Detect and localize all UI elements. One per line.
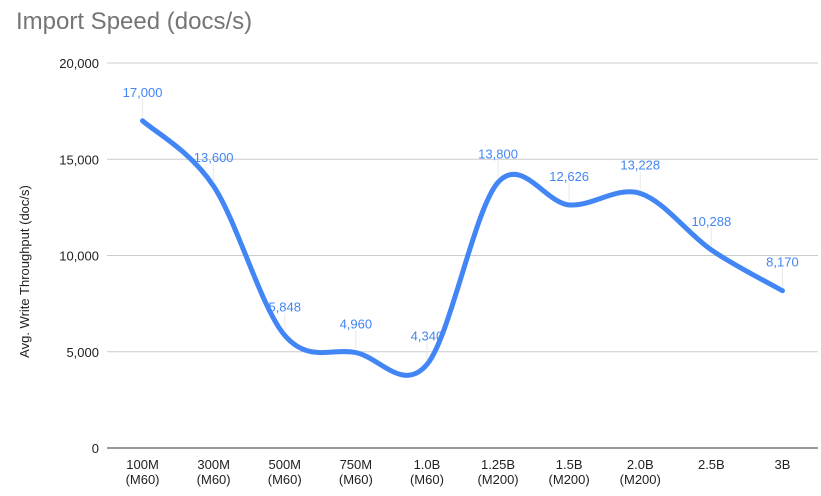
x-tick-label: 3B: [774, 457, 790, 472]
x-tick-label: 1.25B (M200): [477, 457, 518, 487]
x-tick-label: 2.0B (M200): [620, 457, 661, 487]
y-tick-label: 10,000: [59, 249, 99, 264]
data-labels: 17,000 13,600 5,848 4,960 4,340 13,800 12,626 1…: [123, 85, 799, 361]
x-tick-label: 1.0B (M60): [410, 457, 444, 487]
gridlines: [107, 62, 818, 353]
data-points: [140, 118, 785, 367]
x-tick-label: 500M (M60): [268, 457, 302, 487]
y-tick-label: 15,000: [59, 152, 99, 167]
x-tick-label: 2.5B: [698, 457, 725, 472]
y-tick-label: 0: [92, 441, 99, 456]
x-tick-label: 1.5B (M200): [549, 457, 590, 487]
data-label: 4,340: [411, 328, 444, 343]
chart-title: Import Speed (docs/s): [16, 8, 253, 35]
series-line: [140, 118, 785, 378]
data-label: 10,288: [691, 214, 731, 229]
x-tick-label: 300M (M60): [197, 457, 231, 487]
data-label: 13,600: [194, 150, 234, 165]
data-label: 4,960: [340, 317, 373, 332]
y-axis-label: Avg. Write Throughput (doc/s): [17, 185, 32, 358]
data-label: 17,000: [123, 85, 163, 100]
x-tick-label: 100M (M60): [126, 457, 160, 487]
y-tick-label: 20,000: [59, 56, 99, 71]
data-label: 13,800: [478, 146, 518, 161]
data-label: 5,848: [268, 299, 301, 314]
y-axis-ticks: 0 5,000 10,000 15,000 20,000: [59, 56, 99, 456]
data-label: 13,228: [620, 157, 660, 172]
x-tick-label: 750M (M60): [339, 457, 373, 487]
y-tick-label: 5,000: [66, 345, 99, 360]
data-label: 12,626: [549, 169, 589, 184]
data-label: 8,170: [766, 255, 799, 270]
x-axis-ticks: 100M (M60) 300M (M60) 500M (M60) 750M (M60) 1.0B…: [126, 457, 791, 487]
